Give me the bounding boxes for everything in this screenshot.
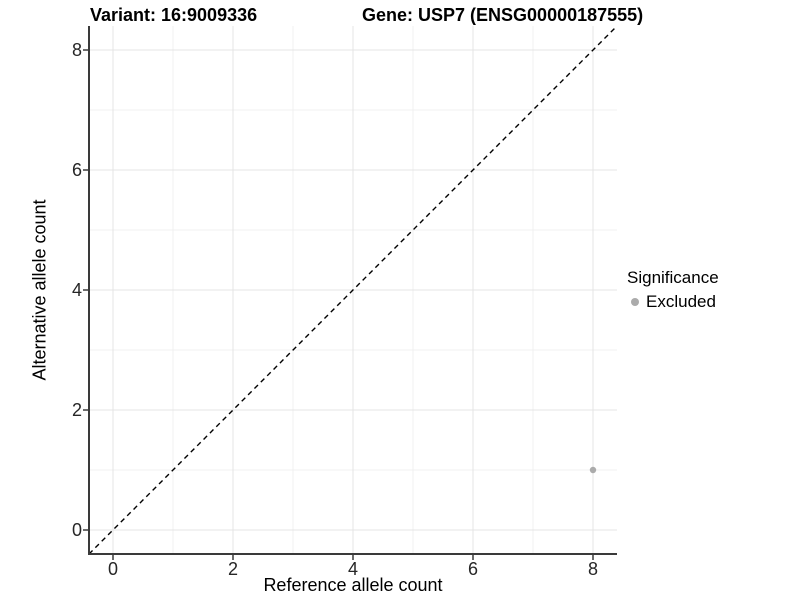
- y-tick-label: 6: [71, 160, 82, 180]
- legend-item-label: Excluded: [646, 292, 716, 311]
- x-axis-title: Reference allele count: [263, 575, 443, 595]
- data-point-excluded: [589, 466, 597, 474]
- y-axis-title: Alternative allele count: [29, 199, 50, 381]
- x-tick-label: 0: [107, 559, 119, 579]
- legend-item: Excluded: [627, 292, 719, 312]
- x-tick-label: 8: [587, 559, 599, 579]
- legend-items: Excluded: [627, 292, 719, 312]
- legend: Significance Excluded: [627, 267, 719, 312]
- y-tick-label: 8: [71, 40, 82, 60]
- plot-title-gene: Gene: USP7 (ENSG00000187555): [362, 5, 644, 25]
- y-tick-label: 4: [71, 280, 82, 300]
- y-tick-label: 0: [71, 520, 82, 540]
- x-tick-label: 4: [347, 559, 359, 579]
- x-tick-label: 6: [467, 559, 479, 579]
- identity-line: [88, 25, 618, 555]
- y-tick-label: 2: [71, 400, 82, 420]
- legend-title: Significance: [627, 268, 719, 287]
- legend-point-icon: [631, 298, 639, 306]
- plot-title-variant: Variant: 16:9009336: [90, 5, 258, 25]
- x-tick-label: 2: [227, 559, 239, 579]
